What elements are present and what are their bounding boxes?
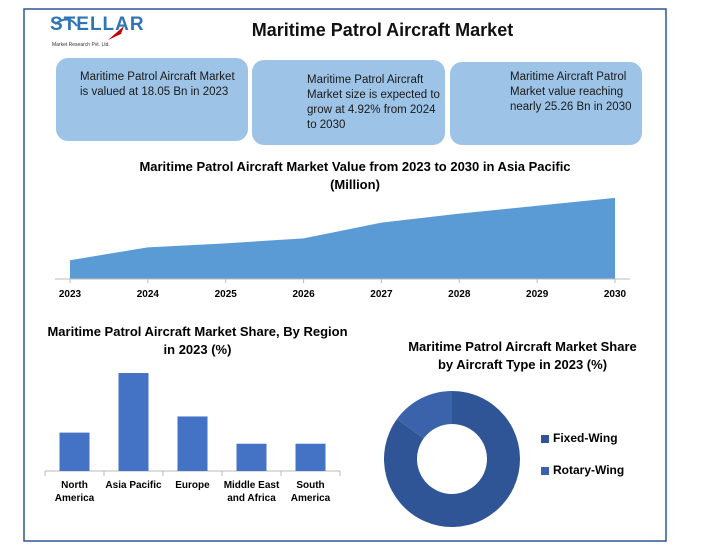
x-tick-label: South America <box>290 480 331 504</box>
bar <box>295 443 326 471</box>
donut-title: Maritime Patrol Aircraft Market Share by… <box>408 339 637 372</box>
bar <box>236 443 267 471</box>
info-box <box>252 60 445 145</box>
frame <box>23 8 667 542</box>
x-tick-label: North America <box>54 480 95 504</box>
info-text: Maritime Aircraft Patrol Market value re… <box>510 71 632 113</box>
bar <box>177 416 208 471</box>
legend-label: Fixed-Wing <box>553 431 618 445</box>
donut-slice <box>396 391 452 439</box>
info-text: Maritime Patrol Aircraft Market size is … <box>307 74 440 131</box>
x-tick-label: Europe <box>175 480 210 491</box>
legend-label: Rotary-Wing <box>553 463 625 477</box>
logo-swoosh <box>54 18 78 27</box>
logo-tagline: Market Research Pvt. Ltd. <box>52 42 110 48</box>
logo-name: STELLAR <box>50 14 145 35</box>
area <box>70 197 615 279</box>
bar <box>118 373 149 471</box>
donut-slice <box>384 391 520 527</box>
x-tick-label: 2023 <box>58 289 82 300</box>
x-tick-label: 2028 <box>448 289 471 300</box>
x-tick-label: Middle East and Africa <box>223 480 280 504</box>
x-tick-label: 2025 <box>214 289 237 300</box>
logo-arrow <box>108 26 124 40</box>
x-tick-label: 2024 <box>136 289 159 300</box>
bar <box>59 432 90 471</box>
x-tick-label: 2030 <box>603 289 627 300</box>
info-box <box>56 58 248 141</box>
x-tick-label: 2029 <box>526 289 549 300</box>
x-tick-label: 2027 <box>370 289 393 300</box>
bar-title: Maritime Patrol Aircraft Market Share, B… <box>47 324 348 357</box>
info-box <box>450 62 642 145</box>
x-tick-label: Asia Pacific <box>105 480 162 491</box>
title: Maritime Patrol Aircraft Market <box>251 20 514 40</box>
legend-swatch <box>541 435 549 443</box>
legend-swatch <box>541 467 549 475</box>
x-tick-label: 2026 <box>292 289 315 300</box>
area-title: Maritime Patrol Aircraft Market Value fr… <box>139 159 571 192</box>
info-text: Maritime Patrol Aircraft Market is value… <box>80 71 235 98</box>
